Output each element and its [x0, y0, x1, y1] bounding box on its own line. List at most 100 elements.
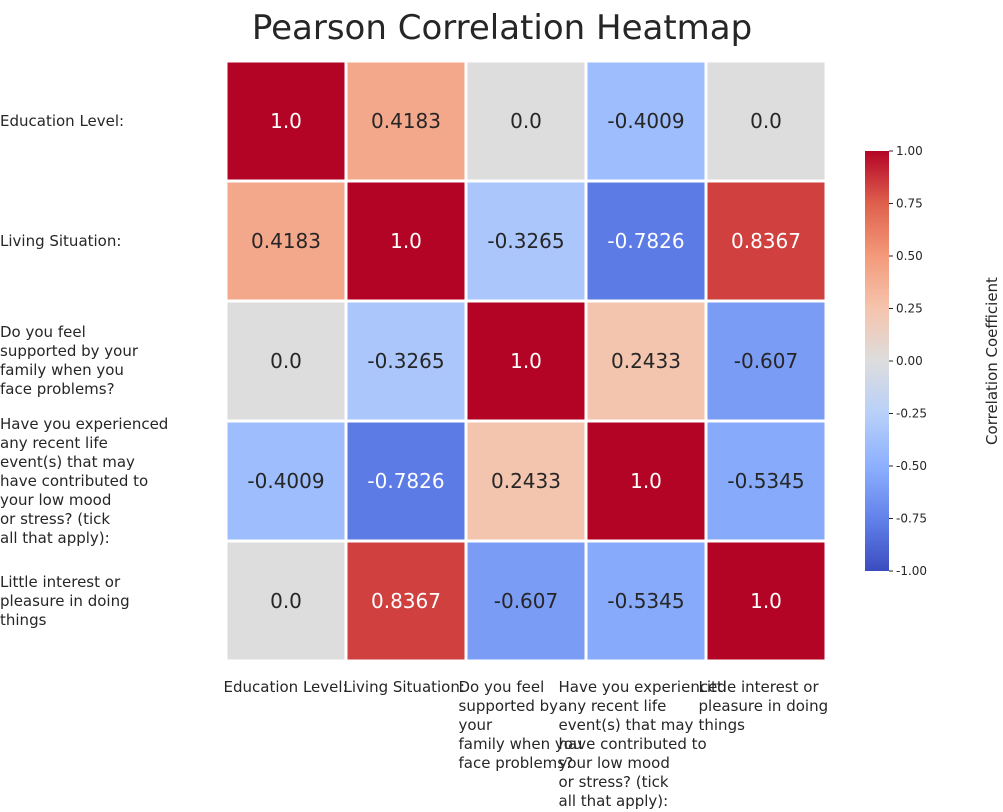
cell-annotation: -0.3265: [487, 229, 564, 253]
row-label: Little interest or pleasure in doing thing…: [0, 573, 175, 630]
column-label-line: Little interest or: [698, 678, 819, 696]
heatmap-cell: [707, 302, 825, 420]
colorbar-tick-label: -0.75: [896, 512, 927, 526]
row-label-line: your low mood: [0, 490, 112, 509]
column-label-line: family when you: [458, 735, 583, 753]
heatmap-cell: [227, 542, 345, 660]
cell-annotation: -0.607: [734, 349, 798, 373]
column-label: Education Level:: [224, 678, 349, 697]
colorbar-tick-label: 0.50: [896, 249, 923, 263]
colorbar-tick-label: 0.75: [896, 197, 923, 211]
heatmap-cell: [347, 422, 465, 540]
column-label-line: Education Level:: [223, 678, 348, 696]
row-label-line: Education Level:: [0, 111, 125, 130]
heatmap-cell: [347, 182, 465, 300]
cell-annotation: -0.7826: [607, 229, 684, 253]
row-label-line: event(s) that may: [0, 452, 135, 471]
column-label: Do you feel supported by your family when …: [459, 678, 594, 773]
cell-annotation: -0.607: [494, 589, 558, 613]
row-label-line: Living Situation:: [0, 231, 122, 250]
column-label-line: event(s) that may: [558, 716, 694, 734]
cell-annotation: 0.8367: [731, 229, 801, 253]
row-label: Living Situation:: [0, 232, 175, 251]
row-label-line: Little interest or: [0, 572, 121, 591]
heatmap-cell: [227, 422, 345, 540]
row-label-line: all that apply):: [0, 528, 110, 547]
row-label: Have you experienced any recent life event…: [0, 415, 175, 548]
column-label-line: supported by your: [458, 697, 559, 734]
column-label-line: things: [698, 716, 745, 734]
cell-annotation: 0.2433: [611, 349, 681, 373]
heatmap-cell: [707, 542, 825, 660]
heatmap-cell: [587, 302, 705, 420]
cell-annotation: -0.7826: [367, 469, 444, 493]
cell-annotation: 1.0: [750, 589, 782, 613]
row-label-line: face problems?: [0, 380, 115, 398]
colorbar-tick-label: -1.00: [896, 564, 927, 578]
cell-annotation: 0.0: [750, 109, 782, 133]
heatmap-cell: [347, 62, 465, 180]
column-label-line: all that apply):: [558, 792, 669, 810]
column-label: Little interest or pleasure in doing thing…: [699, 678, 834, 735]
heatmap-cell: [587, 182, 705, 300]
cell-annotation: 0.4183: [251, 229, 321, 253]
cell-annotation: 0.0: [270, 589, 302, 613]
heatmap-cell: [707, 422, 825, 540]
cell-annotation: 0.4183: [371, 109, 441, 133]
column-label-line: or stress? (tick: [558, 773, 669, 791]
row-label-line: things: [0, 610, 47, 629]
heatmap-cell: [467, 302, 585, 420]
heatmap-cell: [467, 542, 585, 660]
heatmap-cell: [347, 542, 465, 660]
row-label-line: or stress? (tick: [0, 509, 111, 528]
cell-annotation: 1.0: [270, 109, 302, 133]
heatmap-cell: [707, 62, 825, 180]
cell-annotation: 0.0: [510, 109, 542, 133]
column-label: Have you experienced any recent life event…: [559, 678, 734, 811]
colorbar-tick-label: 0.00: [896, 354, 923, 368]
column-label-line: pleasure in doing: [698, 697, 829, 715]
row-label-line: any recent life: [0, 433, 108, 452]
cell-annotation: 1.0: [510, 349, 542, 373]
heatmap-cell: [227, 302, 345, 420]
column-label-line: have contributed to: [558, 735, 707, 753]
row-label-line: Have you experienced: [0, 414, 169, 433]
row-label: Education Level:: [0, 112, 175, 131]
cell-annotation: -0.3265: [367, 349, 444, 373]
row-label-line: family when you: [0, 361, 124, 379]
heatmap-cell: [467, 422, 585, 540]
heatmap-cell: [227, 182, 345, 300]
heatmap-cell: [467, 182, 585, 300]
cell-annotation: -0.4009: [607, 109, 684, 133]
row-label: Do you feel supported by your family when …: [0, 323, 175, 399]
column-label-line: Living Situation:: [343, 678, 465, 696]
heatmap-cell: [587, 62, 705, 180]
column-label: Living Situation:: [344, 678, 469, 697]
cell-annotation: -0.5345: [727, 469, 804, 493]
heatmap-cell: [587, 422, 705, 540]
row-label-line: supported by your: [0, 342, 139, 360]
cell-annotation: 0.8367: [371, 589, 441, 613]
row-label-line: Do you feel: [0, 323, 86, 341]
column-label-line: Have you experienced: [558, 678, 727, 696]
heatmap-cell: [707, 182, 825, 300]
heatmap-cell: [587, 542, 705, 660]
column-label-line: your low mood: [558, 754, 670, 772]
cell-annotation: 0.0: [270, 349, 302, 373]
colorbar-tick-label: 1.00: [896, 144, 923, 158]
chart-title: Pearson Correlation Heatmap: [251, 8, 753, 48]
colorbar: [865, 151, 889, 571]
colorbar-tick-label: -0.50: [896, 459, 927, 473]
row-label-line: pleasure in doing: [0, 591, 130, 610]
heatmap-cell: [467, 62, 585, 180]
heatmap-cell: [347, 302, 465, 420]
cell-annotation: -0.5345: [607, 589, 684, 613]
cell-annotation: 1.0: [630, 469, 662, 493]
colorbar-label: Correlation Coefficient: [982, 277, 1001, 445]
column-label-line: Do you feel: [458, 678, 545, 696]
colorbar-tick-label: -0.25: [896, 407, 927, 421]
column-label-line: face problems?: [458, 754, 574, 772]
cell-annotation: 1.0: [390, 229, 422, 253]
heatmap-cell: [227, 62, 345, 180]
